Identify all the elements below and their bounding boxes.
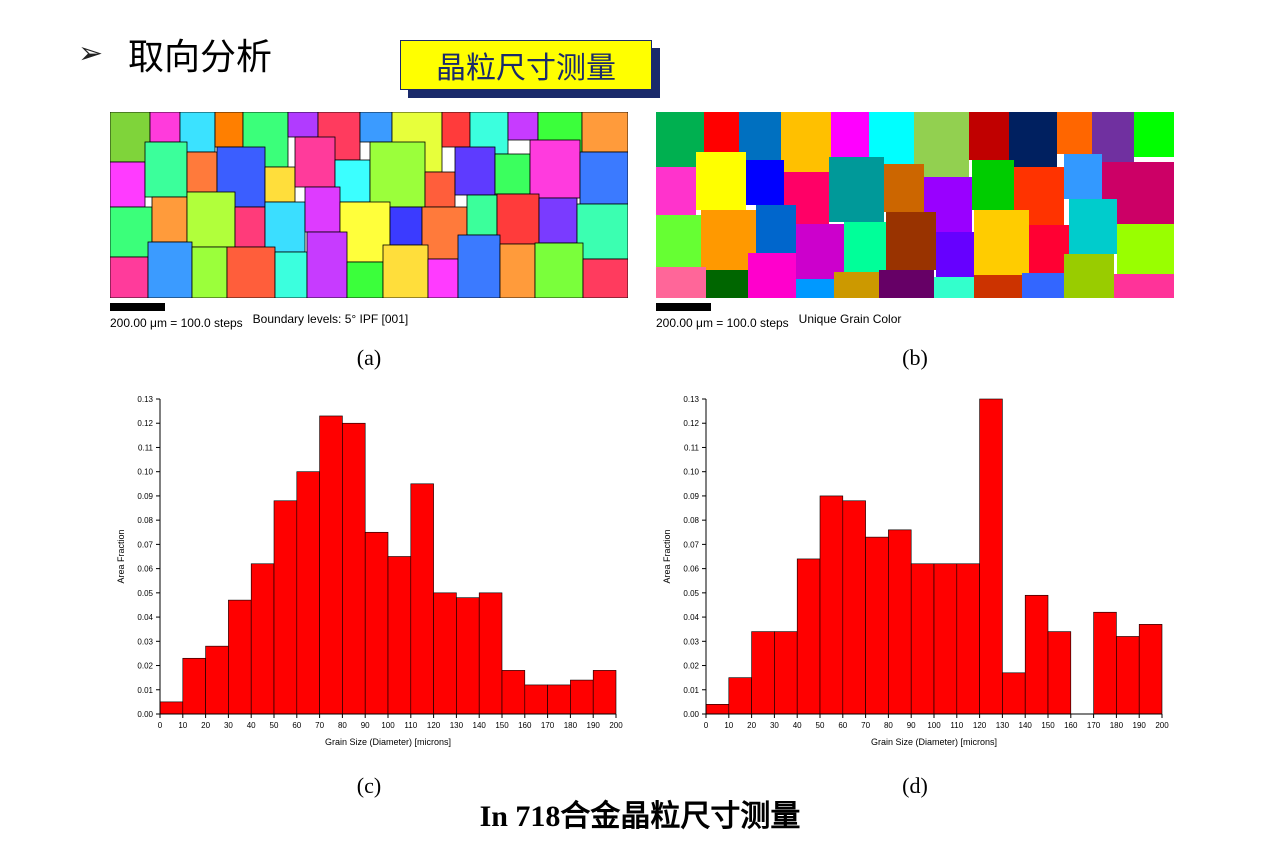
micrograph-a: [110, 112, 628, 298]
svg-text:0.11: 0.11: [684, 443, 700, 452]
svg-text:100: 100: [381, 721, 395, 730]
micrograph-b-cell: 200.00 μm = 100.0 steps Unique Grain Col…: [656, 112, 1174, 371]
svg-text:0.12: 0.12: [137, 419, 153, 428]
svg-text:0.00: 0.00: [137, 710, 153, 719]
title-box-text: 晶粒尺寸测量: [436, 43, 616, 87]
svg-text:140: 140: [1019, 721, 1033, 730]
svg-text:0.07: 0.07: [137, 540, 153, 549]
svg-text:30: 30: [770, 721, 779, 730]
scalebar-b-icon: [656, 303, 711, 311]
svg-text:160: 160: [518, 721, 532, 730]
micrograph-b-caption: 200.00 μm = 100.0 steps Unique Grain Col…: [656, 302, 1174, 331]
svg-text:0.00: 0.00: [683, 710, 699, 719]
svg-text:120: 120: [973, 721, 987, 730]
svg-text:60: 60: [292, 721, 301, 730]
svg-text:130: 130: [450, 721, 464, 730]
svg-text:170: 170: [541, 721, 555, 730]
micrograph-a-caption: 200.00 μm = 100.0 steps Boundary levels:…: [110, 302, 628, 331]
svg-text:0.05: 0.05: [137, 589, 153, 598]
svg-text:190: 190: [587, 721, 601, 730]
sublabel-b: (b): [656, 345, 1174, 371]
svg-text:0: 0: [158, 721, 163, 730]
svg-text:180: 180: [564, 721, 578, 730]
chart-c: 0.00 0.01 0.02 0.03 0.04 0.05 0.06 0.07 0.08 0.09…: [110, 389, 628, 759]
svg-text:80: 80: [884, 721, 893, 730]
svg-text:Grain Size (Diameter) [microns: Grain Size (Diameter) [microns]: [871, 737, 997, 747]
svg-text:150: 150: [1041, 721, 1055, 730]
micrograph-b-scale: 200.00 μm = 100.0 steps: [656, 316, 789, 330]
svg-text:0.07: 0.07: [683, 540, 699, 549]
svg-text:180: 180: [1110, 721, 1124, 730]
chart-d-cell: 0.00 0.01 0.02 0.03 0.04 0.05 0.06 0.07 0.08 0.09…: [656, 389, 1174, 799]
micrograph-a-cell: 200.00 μm = 100.0 steps Boundary levels:…: [110, 112, 628, 371]
svg-text:110: 110: [950, 721, 963, 730]
bullet-text: 取向分析: [128, 28, 272, 80]
svg-text:0.01: 0.01: [137, 686, 153, 695]
scalebar-a-icon: [110, 303, 165, 311]
svg-text:0.13: 0.13: [683, 395, 699, 404]
chart-d: 0.00 0.01 0.02 0.03 0.04 0.05 0.06 0.07 0.08 0.09…: [656, 389, 1174, 759]
footer-title: In 718合金晶粒尺寸测量: [0, 791, 1280, 835]
svg-text:190: 190: [1133, 721, 1147, 730]
svg-text:0.09: 0.09: [137, 492, 153, 501]
svg-text:90: 90: [907, 721, 916, 730]
svg-text:120: 120: [427, 721, 441, 730]
svg-text:0.03: 0.03: [683, 637, 699, 646]
svg-text:40: 40: [247, 721, 256, 730]
svg-text:0.08: 0.08: [137, 516, 153, 525]
svg-text:140: 140: [473, 721, 487, 730]
svg-text:70: 70: [861, 721, 870, 730]
svg-text:200: 200: [609, 721, 623, 730]
svg-text:0.13: 0.13: [137, 395, 153, 404]
svg-text:0.05: 0.05: [683, 589, 699, 598]
svg-text:10: 10: [724, 721, 733, 730]
figure-grid: 200.00 μm = 100.0 steps Boundary levels:…: [110, 112, 1170, 799]
svg-text:0.11: 0.11: [138, 443, 154, 452]
svg-text:0.01: 0.01: [683, 686, 699, 695]
bullet-arrow-icon: ➢: [78, 36, 103, 71]
svg-text:0.02: 0.02: [137, 661, 153, 670]
svg-text:20: 20: [747, 721, 756, 730]
chart-c-cell: 0.00 0.01 0.02 0.03 0.04 0.05 0.06 0.07 0.08 0.09…: [110, 389, 628, 799]
svg-text:170: 170: [1087, 721, 1101, 730]
svg-text:Area Fraction: Area Fraction: [116, 529, 126, 583]
svg-text:Area Fraction: Area Fraction: [662, 529, 672, 583]
svg-text:0.10: 0.10: [137, 467, 153, 476]
svg-text:150: 150: [495, 721, 509, 730]
svg-text:0.04: 0.04: [137, 613, 153, 622]
micrograph-a-extra: Boundary levels: 5° IPF [001]: [253, 302, 409, 326]
svg-text:80: 80: [338, 721, 347, 730]
svg-text:200: 200: [1155, 721, 1169, 730]
svg-text:130: 130: [996, 721, 1010, 730]
svg-text:0.06: 0.06: [683, 564, 699, 573]
svg-text:Grain Size (Diameter) [microns: Grain Size (Diameter) [microns]: [325, 737, 451, 747]
svg-text:70: 70: [315, 721, 324, 730]
svg-text:0.04: 0.04: [683, 613, 699, 622]
micrograph-a-scale: 200.00 μm = 100.0 steps: [110, 316, 243, 330]
svg-text:30: 30: [224, 721, 233, 730]
svg-text:100: 100: [927, 721, 941, 730]
svg-text:0.02: 0.02: [683, 661, 699, 670]
svg-text:50: 50: [270, 721, 279, 730]
svg-text:60: 60: [838, 721, 847, 730]
svg-text:0: 0: [704, 721, 709, 730]
svg-text:90: 90: [361, 721, 370, 730]
svg-text:0.03: 0.03: [137, 637, 153, 646]
svg-text:0.10: 0.10: [683, 467, 699, 476]
svg-text:0.06: 0.06: [137, 564, 153, 573]
svg-text:20: 20: [201, 721, 210, 730]
svg-text:50: 50: [816, 721, 825, 730]
svg-text:0.12: 0.12: [683, 419, 699, 428]
svg-text:40: 40: [793, 721, 802, 730]
svg-text:10: 10: [178, 721, 187, 730]
svg-text:160: 160: [1064, 721, 1078, 730]
svg-text:110: 110: [404, 721, 417, 730]
svg-text:0.09: 0.09: [683, 492, 699, 501]
micrograph-b-extra: Unique Grain Color: [799, 302, 902, 326]
title-box: 晶粒尺寸测量: [400, 40, 652, 90]
svg-text:0.08: 0.08: [683, 516, 699, 525]
micrograph-b: [656, 112, 1174, 298]
sublabel-a: (a): [110, 345, 628, 371]
